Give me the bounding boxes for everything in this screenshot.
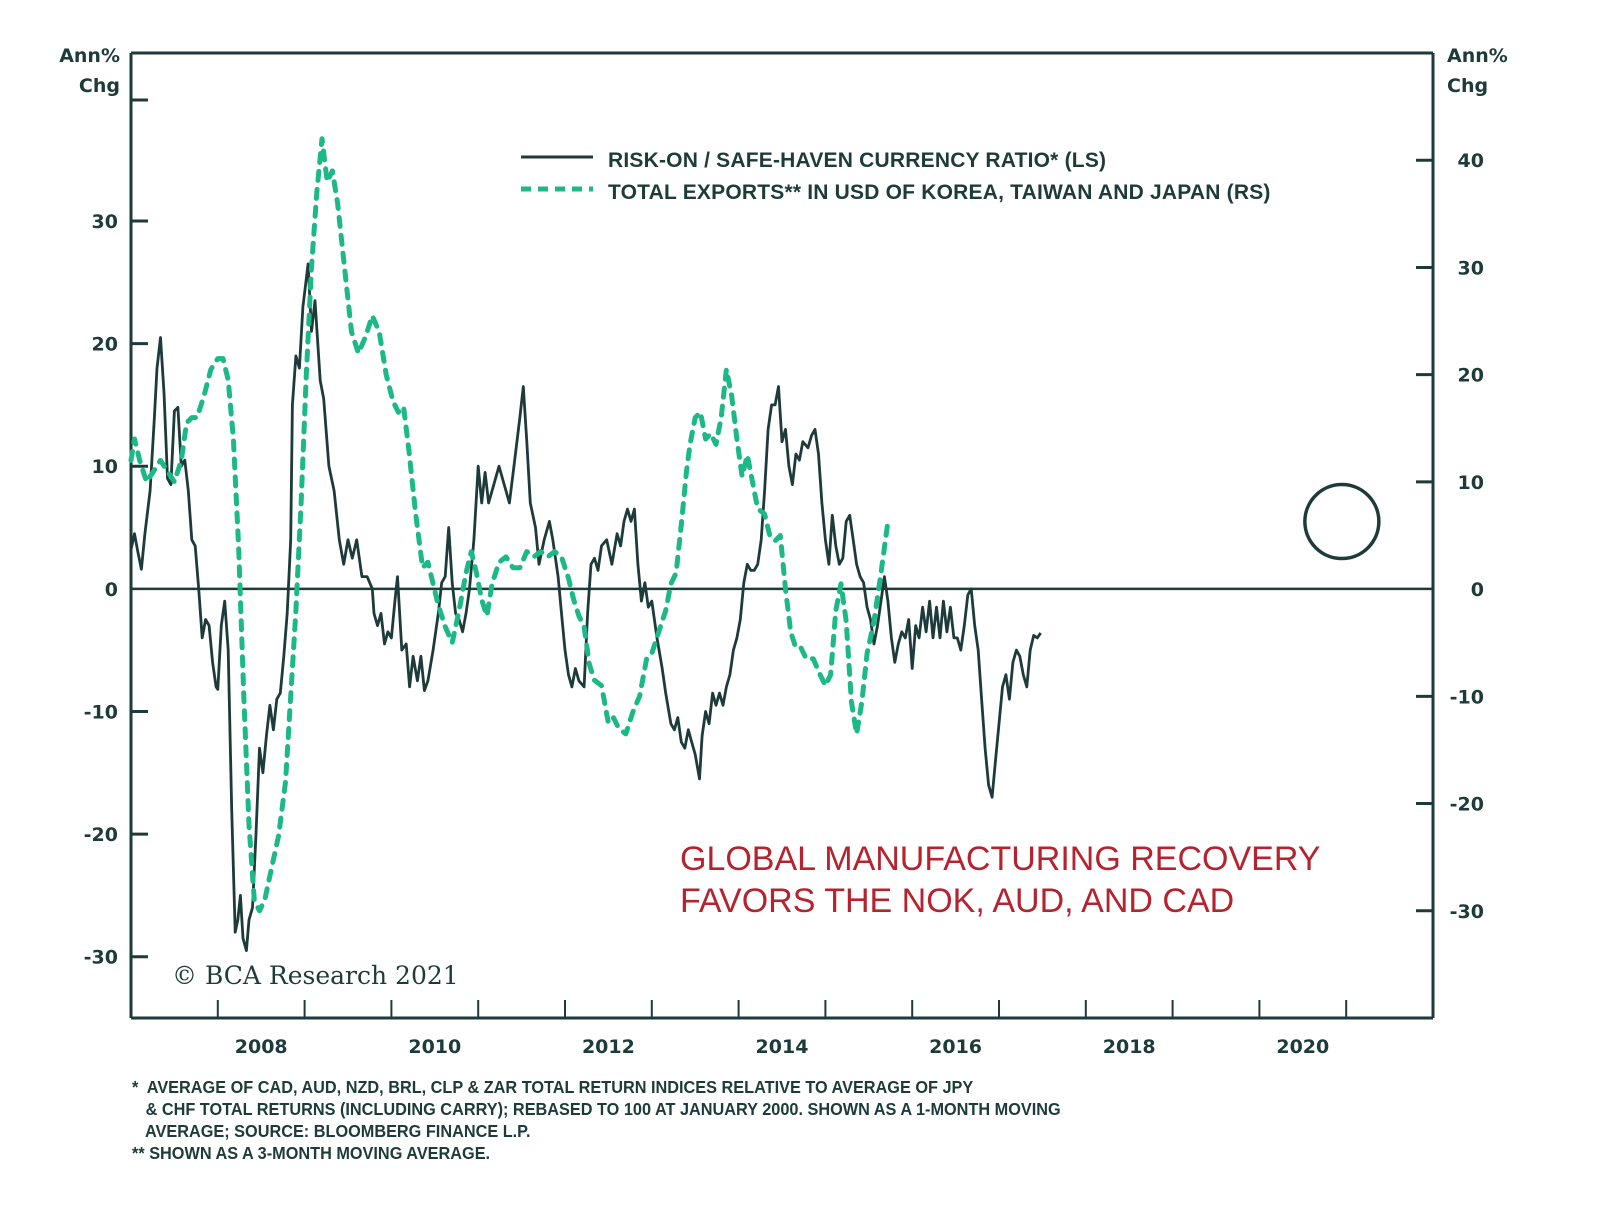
right-axis-label-line1: Ann%: [1447, 45, 1508, 67]
footnote-line: & CHF TOTAL RETURNS (INCLUDING CARRY); R…: [132, 1099, 1061, 1119]
x-tick-label: 2016: [929, 1036, 982, 1058]
x-tick-label: 2012: [582, 1036, 635, 1058]
right-axis-ticks: -30 -20 -10 0 10 20 30 40: [1416, 150, 1484, 923]
plot-frame: [129, 51, 1435, 1020]
footnote-line: AVERAGE; SOURCE: BLOOMBERG FINANCE L.P.: [132, 1121, 531, 1141]
x-tick-label: 2010: [408, 1036, 461, 1058]
right-tick-label: -30: [1450, 901, 1484, 923]
right-tick-label: 0: [1471, 579, 1484, 601]
right-tick-label: 10: [1458, 472, 1484, 494]
legend-label-dashed: TOTAL EXPORTS** IN USD OF KOREA, TAIWAN …: [608, 181, 1271, 204]
left-axis-ticks: -30 -20 -10 0 10 20 30: [84, 211, 148, 969]
footnote-line: ** SHOWN AS A 3-MONTH MOVING AVERAGE.: [132, 1143, 491, 1163]
left-tick-label: 20: [92, 334, 118, 356]
total-exports-line: [128, 136, 891, 914]
x-tick-label: 2014: [756, 1036, 809, 1058]
risk-on-safe-haven-ratio-line: [129, 262, 1042, 952]
left-tick-label: 10: [92, 456, 118, 478]
left-tick-label: 30: [92, 211, 118, 233]
right-tick-label: 30: [1458, 257, 1484, 279]
x-tick-label: 2018: [1103, 1036, 1156, 1058]
right-tick-label: -10: [1450, 686, 1484, 708]
left-tick-label: -20: [84, 824, 118, 846]
series-lines: [128, 136, 1042, 952]
right-axis-label-line2: Chg: [1447, 75, 1488, 97]
copyright: © BCA Research 2021: [172, 961, 459, 990]
legend: RISK-ON / SAFE-HAVEN CURRENCY RATIO* (LS…: [521, 149, 1271, 204]
x-axis-ticks: 2008 2010 2012 2014 2016 2018 2020: [130, 1000, 1348, 1058]
x-tick-label: 2020: [1276, 1036, 1329, 1058]
left-tick-label: -10: [84, 701, 118, 723]
left-axis-label-line2: Chg: [79, 75, 120, 97]
annotation-line2: FAVORS THE NOK, AUD, AND CAD: [680, 882, 1234, 920]
right-tick-label: -20: [1450, 794, 1484, 816]
left-axis-label-line1: Ann%: [59, 45, 120, 67]
highlight-circle: [1303, 482, 1381, 561]
annotation-line1: GLOBAL MANUFACTURING RECOVERY: [680, 840, 1320, 878]
left-tick-label: 0: [105, 579, 118, 601]
footnotes: * AVERAGE OF CAD, AUD, NZD, BRL, CLP & Z…: [132, 1076, 1341, 1164]
footnote-line: * AVERAGE OF CAD, AUD, NZD, BRL, CLP & Z…: [132, 1077, 974, 1097]
right-tick-label: 40: [1458, 150, 1484, 172]
left-tick-label: -30: [84, 947, 118, 969]
legend-label-solid: RISK-ON / SAFE-HAVEN CURRENCY RATIO* (LS…: [608, 149, 1106, 172]
right-tick-label: 20: [1458, 365, 1484, 387]
x-tick-label: 2008: [235, 1036, 288, 1058]
